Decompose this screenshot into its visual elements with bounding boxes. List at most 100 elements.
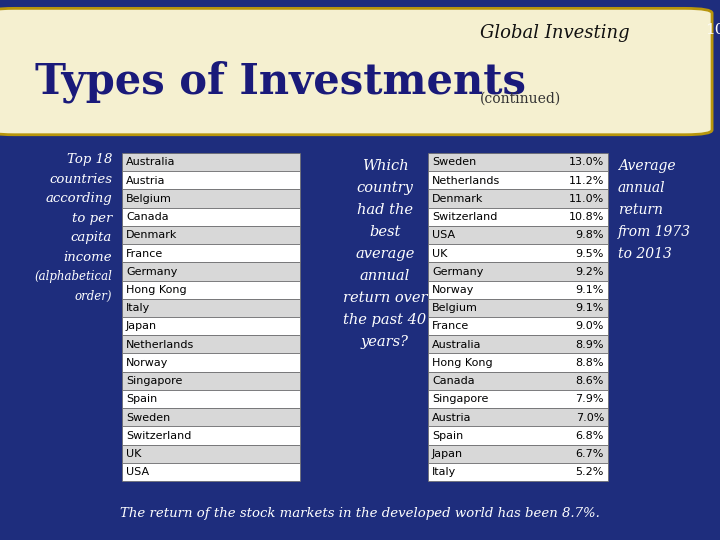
Text: UK: UK: [432, 248, 447, 259]
Text: 7.9%: 7.9%: [575, 394, 604, 404]
Text: 9.8%: 9.8%: [575, 231, 604, 240]
Text: Average: Average: [618, 159, 675, 173]
Text: The return of the stock markets in the developed world has been 8.7%.: The return of the stock markets in the d…: [120, 507, 600, 519]
Text: average: average: [355, 247, 415, 261]
Text: Hong Kong: Hong Kong: [432, 358, 492, 368]
Text: USA: USA: [126, 467, 149, 477]
Bar: [122, 390, 300, 408]
Text: Global Investing: Global Investing: [480, 24, 629, 42]
Text: return over: return over: [343, 291, 427, 305]
Text: Netherlands: Netherlands: [432, 176, 500, 186]
Text: Which: Which: [361, 159, 408, 173]
Text: Singapore: Singapore: [432, 394, 488, 404]
Bar: [122, 208, 300, 226]
Text: the past 40: the past 40: [343, 313, 426, 327]
Bar: [122, 262, 300, 281]
Text: (continued): (continued): [480, 91, 561, 105]
Bar: [428, 335, 608, 354]
Text: Hong Kong: Hong Kong: [126, 285, 186, 295]
Bar: [428, 281, 608, 299]
Text: France: France: [126, 248, 163, 259]
Bar: [122, 299, 300, 317]
Bar: [122, 408, 300, 426]
Text: Denmark: Denmark: [126, 231, 177, 240]
Text: 13.0%: 13.0%: [569, 158, 604, 167]
Bar: [122, 153, 300, 171]
Text: Austria: Austria: [126, 176, 166, 186]
Text: Japan: Japan: [126, 321, 157, 332]
Text: Types of Investments: Types of Investments: [35, 60, 526, 103]
Text: annual: annual: [360, 269, 410, 283]
Text: 9.1%: 9.1%: [575, 285, 604, 295]
Text: 9.5%: 9.5%: [575, 248, 604, 259]
Text: Denmark: Denmark: [432, 194, 483, 204]
Text: 9.2%: 9.2%: [575, 267, 604, 277]
Text: 7.0%: 7.0%: [575, 413, 604, 423]
Bar: [122, 171, 300, 190]
Bar: [428, 390, 608, 408]
Text: Belgium: Belgium: [126, 194, 172, 204]
Text: 8.8%: 8.8%: [575, 358, 604, 368]
Text: Italy: Italy: [126, 303, 150, 313]
Text: Austria: Austria: [432, 413, 472, 423]
Text: France: France: [432, 321, 469, 332]
Text: Spain: Spain: [432, 431, 463, 441]
Text: 8.9%: 8.9%: [575, 340, 604, 350]
Text: Norway: Norway: [126, 358, 168, 368]
Text: USA: USA: [432, 231, 455, 240]
Bar: [122, 317, 300, 335]
Text: return: return: [618, 203, 663, 217]
Text: Australia: Australia: [432, 340, 482, 350]
Text: income: income: [63, 251, 112, 264]
Bar: [122, 244, 300, 262]
Text: from 1973: from 1973: [618, 225, 691, 239]
Text: Norway: Norway: [432, 285, 474, 295]
Text: 10.8%: 10.8%: [569, 212, 604, 222]
Bar: [428, 208, 608, 226]
Bar: [428, 190, 608, 208]
Text: according: according: [45, 192, 112, 205]
Bar: [122, 372, 300, 390]
Text: Netherlands: Netherlands: [126, 340, 194, 350]
Text: Australia: Australia: [126, 158, 176, 167]
Text: 10: 10: [706, 23, 720, 37]
Bar: [428, 262, 608, 281]
Text: Top 18: Top 18: [67, 153, 112, 166]
Text: UK: UK: [126, 449, 141, 459]
Text: to per: to per: [71, 212, 112, 225]
Text: countries: countries: [49, 173, 112, 186]
Bar: [122, 190, 300, 208]
Text: Germany: Germany: [432, 267, 483, 277]
Text: Canada: Canada: [126, 212, 168, 222]
Text: Switzerland: Switzerland: [126, 431, 192, 441]
Text: 9.1%: 9.1%: [575, 303, 604, 313]
Text: 6.7%: 6.7%: [575, 449, 604, 459]
Bar: [122, 335, 300, 354]
Text: Sweden: Sweden: [432, 158, 476, 167]
Text: (alphabetical: (alphabetical: [34, 270, 112, 283]
Bar: [428, 244, 608, 262]
Bar: [428, 372, 608, 390]
Text: 8.6%: 8.6%: [575, 376, 604, 386]
Text: years?: years?: [361, 335, 409, 349]
Text: 9.0%: 9.0%: [575, 321, 604, 332]
Text: best: best: [369, 225, 401, 239]
Bar: [428, 317, 608, 335]
Text: Switzerland: Switzerland: [432, 212, 498, 222]
Text: 11.2%: 11.2%: [569, 176, 604, 186]
Text: Sweden: Sweden: [126, 413, 170, 423]
Bar: [122, 444, 300, 463]
Bar: [428, 463, 608, 481]
Text: Belgium: Belgium: [432, 303, 478, 313]
Text: 6.8%: 6.8%: [575, 431, 604, 441]
Bar: [122, 226, 300, 244]
Bar: [428, 299, 608, 317]
Bar: [428, 153, 608, 171]
Bar: [428, 408, 608, 426]
Text: annual: annual: [618, 181, 665, 195]
Text: country: country: [356, 181, 413, 195]
Text: Spain: Spain: [126, 394, 157, 404]
FancyBboxPatch shape: [0, 8, 712, 135]
Text: 5.2%: 5.2%: [575, 467, 604, 477]
Text: Italy: Italy: [432, 467, 456, 477]
